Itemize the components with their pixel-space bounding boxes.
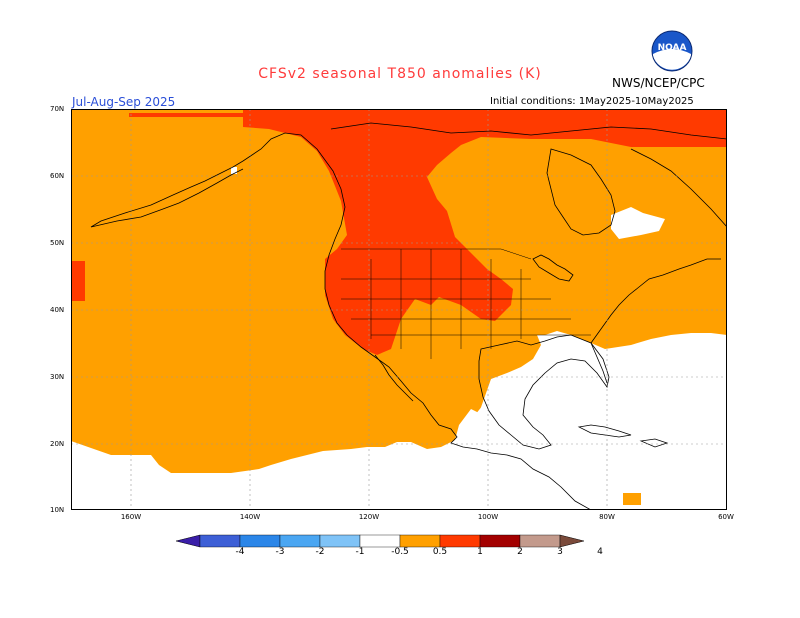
neutral-region-small bbox=[231, 167, 237, 174]
colorbar-segment bbox=[439, 534, 481, 548]
gulf-coast bbox=[478, 334, 610, 450]
colorbar-segment bbox=[519, 534, 561, 548]
colorbar-segment bbox=[199, 534, 241, 548]
season-label: Jul-Aug-Sep 2025 bbox=[72, 95, 176, 109]
lat-label: 20N bbox=[50, 440, 65, 448]
lat-label: 60N bbox=[50, 172, 65, 180]
colorbar-arrow-low bbox=[175, 534, 201, 548]
lon-label: 160W bbox=[120, 513, 142, 521]
hispaniola bbox=[639, 438, 669, 448]
lon-label: 120W bbox=[358, 513, 380, 521]
florida bbox=[590, 342, 608, 384]
colorbar-tick-label: 4 bbox=[597, 547, 603, 557]
anomaly-region-west-edge bbox=[71, 261, 85, 301]
map-title: CFSv2 seasonal T850 anomalies (K) bbox=[258, 66, 542, 82]
initial-conditions-label: Initial conditions: 1May2025-10May2025 bbox=[490, 96, 694, 107]
lat-label: 50N bbox=[50, 239, 65, 247]
colorbar-segment bbox=[319, 534, 361, 548]
lat-label: 70N bbox=[50, 105, 65, 113]
alaska-coast bbox=[90, 132, 592, 510]
colorbar-tick-label: 1 bbox=[477, 547, 483, 557]
labrador-coast bbox=[630, 148, 727, 228]
lon-label: 60W bbox=[718, 513, 734, 521]
coastlines bbox=[90, 122, 727, 510]
state-borders bbox=[341, 248, 591, 359]
colorbar-segment bbox=[479, 534, 521, 548]
lon-label: 140W bbox=[239, 513, 261, 521]
colorbar-segment bbox=[279, 534, 321, 548]
colorbar-tick-label: -2 bbox=[315, 547, 325, 557]
neutral-region-hudson bbox=[611, 207, 665, 239]
colorbar-tick-label: 3 bbox=[557, 547, 563, 557]
colorbar-tick-label: -4 bbox=[235, 547, 245, 557]
lon-label: 100W bbox=[477, 513, 499, 521]
colorbar-tick-label: -1 bbox=[355, 547, 365, 557]
great-lakes bbox=[532, 254, 574, 282]
map-frame bbox=[71, 109, 727, 510]
colorbar-tick-label: 0.5 bbox=[432, 547, 448, 557]
anomaly-region-south bbox=[623, 493, 641, 505]
lat-label: 30N bbox=[50, 373, 65, 381]
neutral-region-pacific-south bbox=[71, 443, 391, 510]
graticule bbox=[71, 109, 727, 510]
neutral-region-atlantic bbox=[451, 331, 727, 510]
colorbar-segment bbox=[399, 534, 441, 548]
arctic-islands bbox=[330, 122, 727, 140]
colorbar-tick-label: -0.5 bbox=[391, 547, 409, 557]
logo-text: NOAA bbox=[658, 43, 687, 53]
colorbar-arrow-high bbox=[559, 534, 585, 548]
lat-label: 10N bbox=[50, 506, 65, 514]
east-coast bbox=[590, 258, 721, 344]
noaa-logo: NOAA bbox=[651, 30, 693, 72]
organization-label: NWS/NCEP/CPC bbox=[612, 76, 705, 90]
colorbar-segment bbox=[239, 534, 281, 548]
colorbar-segment bbox=[359, 534, 401, 548]
colorbar bbox=[175, 534, 585, 548]
baja-coast bbox=[374, 354, 414, 402]
colorbar-tick-label: -3 bbox=[275, 547, 285, 557]
anomaly-map bbox=[71, 109, 727, 510]
lon-label: 80W bbox=[599, 513, 615, 521]
hudson-bay bbox=[546, 148, 616, 236]
anomaly-region-1-to-2 bbox=[129, 109, 727, 355]
lat-label: 40N bbox=[50, 306, 65, 314]
cuba bbox=[577, 424, 632, 438]
colorbar-tick-label: 2 bbox=[517, 547, 523, 557]
